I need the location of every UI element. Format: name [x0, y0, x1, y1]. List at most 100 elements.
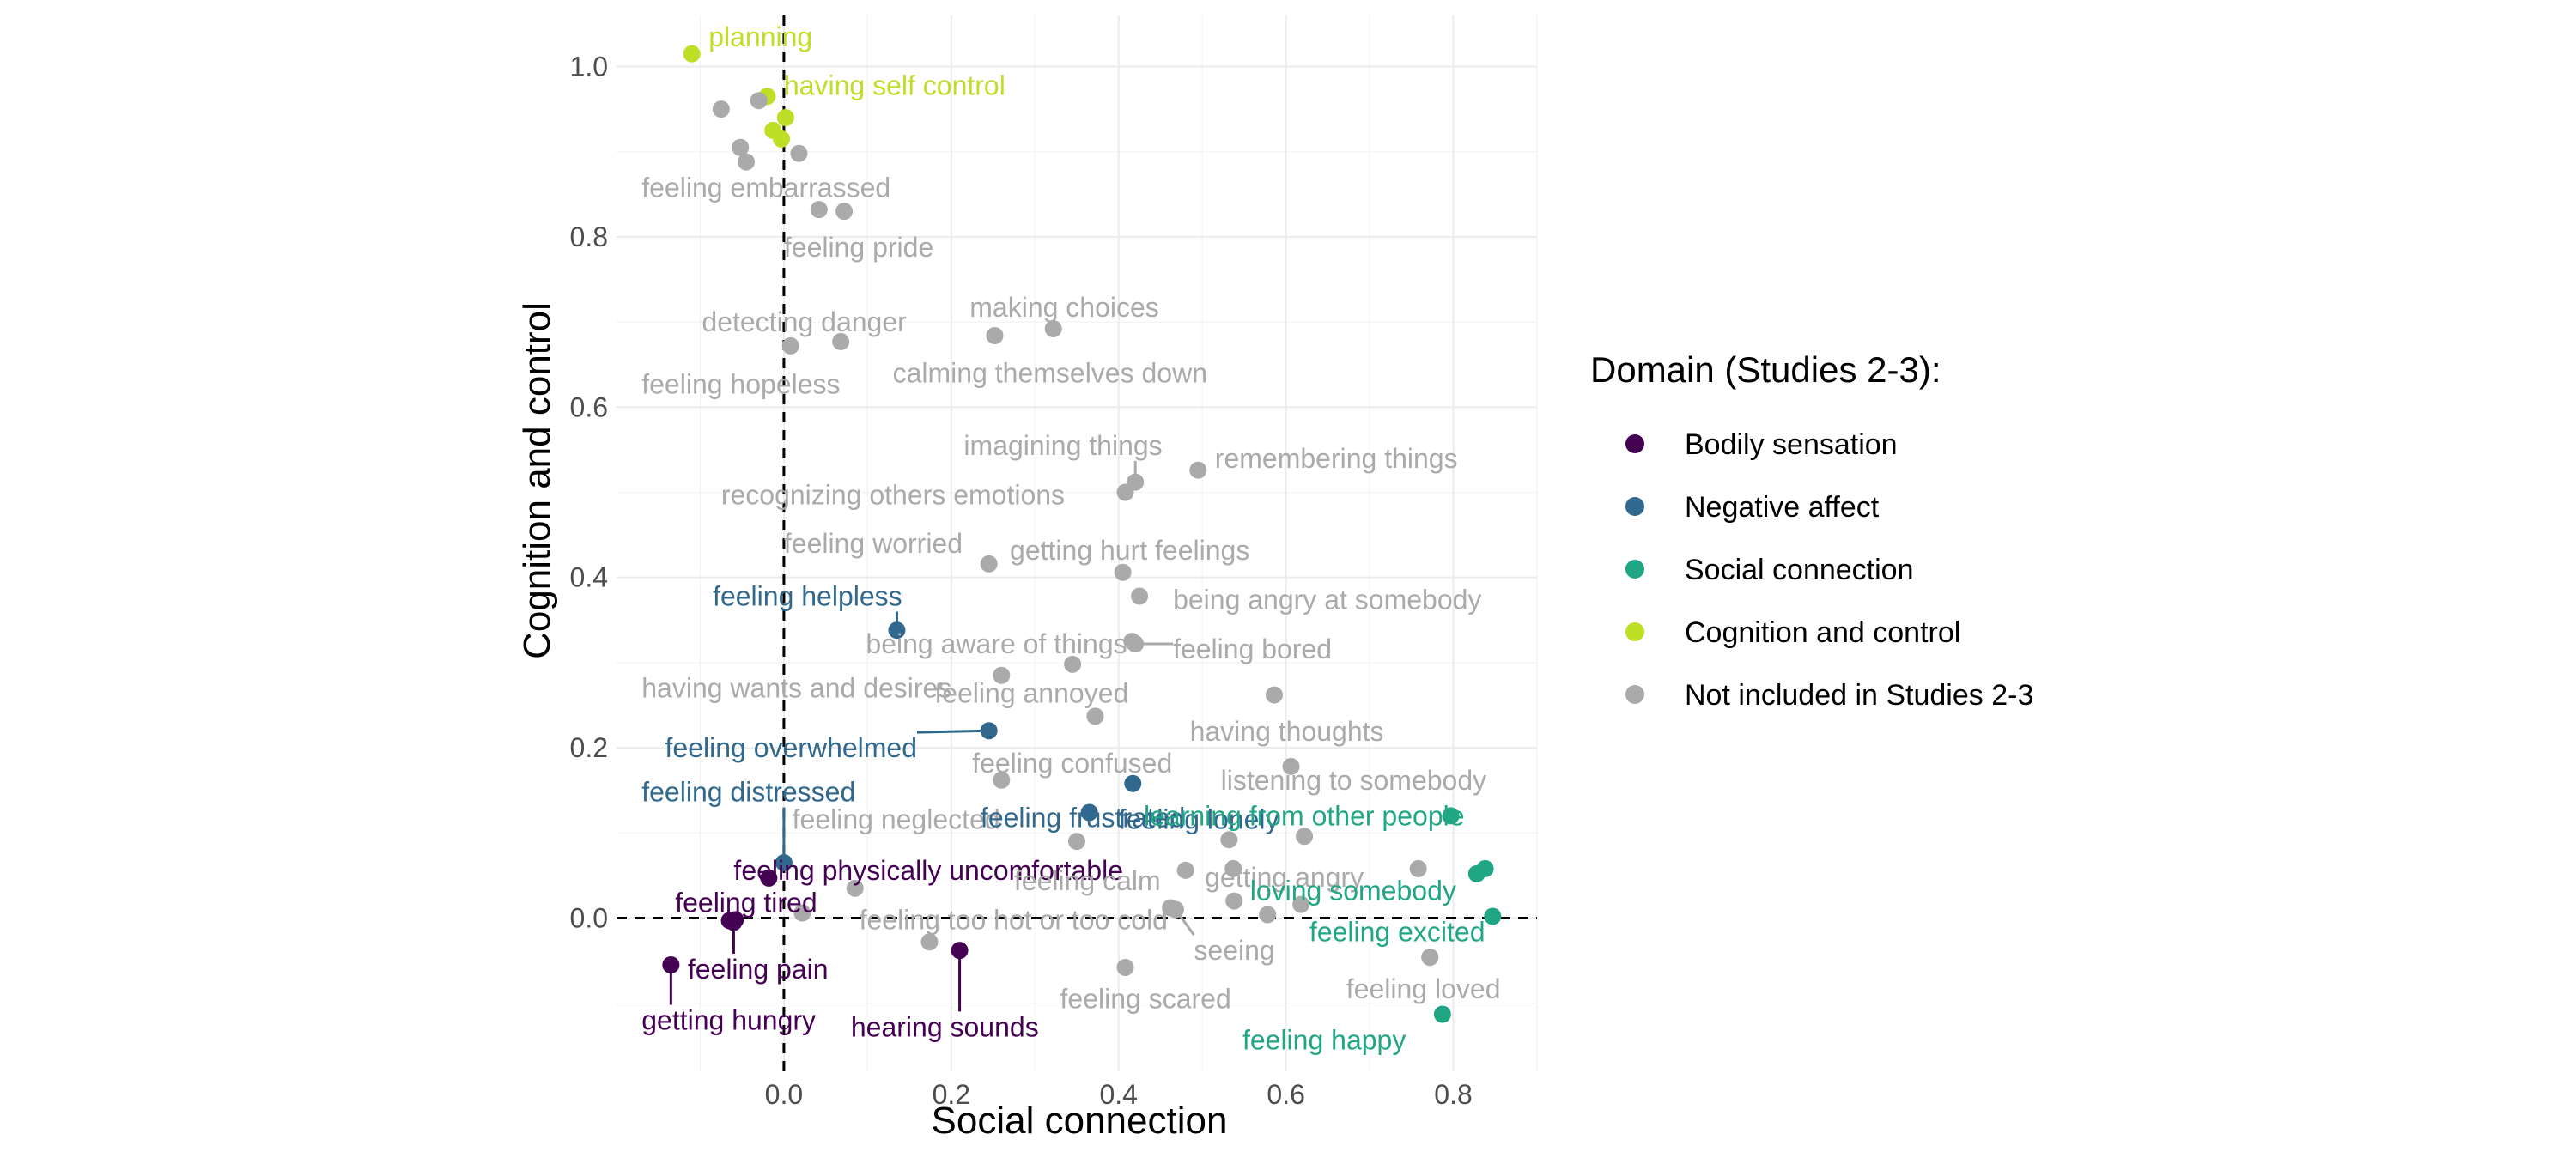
data-points — [662, 45, 1502, 1023]
legend-swatch — [1625, 622, 1644, 641]
point-label: calming themselves down — [893, 358, 1207, 389]
legend-label: Social connection — [1685, 554, 1914, 586]
data-point — [1265, 686, 1283, 704]
legend-label: Not included in Studies 2-3 — [1685, 679, 2033, 712]
data-point — [993, 771, 1011, 789]
point-label: having thoughts — [1190, 716, 1384, 747]
point-label: feeling too hot or too cold — [860, 904, 1168, 935]
data-point — [781, 336, 799, 355]
point-label: feeling bored — [1173, 634, 1332, 664]
data-point — [790, 144, 808, 162]
legend-swatch — [1625, 685, 1644, 704]
y-tick-label: 0.4 — [570, 562, 608, 593]
y-axis-title: Cognition and control — [516, 302, 558, 659]
data-point — [683, 45, 701, 63]
data-point — [738, 153, 756, 171]
x-tick-label: 0.2 — [933, 1079, 970, 1110]
data-point — [732, 138, 750, 156]
data-point — [832, 332, 850, 350]
y-tick-label: 0.8 — [570, 221, 608, 252]
data-point — [993, 666, 1011, 684]
x-tick-label: 0.8 — [1434, 1079, 1472, 1110]
legend-swatch — [1625, 560, 1644, 579]
point-label: planning — [708, 21, 812, 52]
legend-title: Domain (Studies 2-3): — [1590, 349, 1941, 390]
legend-entries: Bodily sensation Negative affect Social co… — [1625, 428, 2033, 712]
data-point — [760, 869, 778, 887]
data-point — [725, 913, 743, 931]
point-label: feeling happy — [1242, 1024, 1406, 1055]
data-point — [1124, 774, 1142, 792]
data-point — [1282, 757, 1300, 775]
x-axis-title: Social connection — [932, 1100, 1228, 1142]
point-label: feeling hopeless — [641, 369, 840, 400]
data-point — [920, 933, 939, 951]
x-tick-label: 0.6 — [1267, 1079, 1304, 1110]
legend: Domain (Studies 2-3): Bodily sensation Ne… — [1590, 349, 2033, 712]
data-point — [1421, 949, 1439, 967]
data-point — [750, 92, 768, 110]
x-tick-label: 0.4 — [1099, 1079, 1137, 1110]
point-labels: planning having self control feeling embar… — [641, 21, 1500, 1055]
data-point — [1220, 831, 1238, 849]
point-label: feeling helpless — [713, 581, 902, 612]
y-tick-label: 1.0 — [570, 52, 608, 82]
data-point — [1116, 483, 1134, 501]
point-label: feeling frustrated — [981, 802, 1185, 833]
data-point — [1409, 859, 1427, 877]
y-tick-label: 0.6 — [570, 391, 608, 422]
data-point — [776, 109, 794, 127]
point-label: feeling tired — [675, 888, 817, 919]
data-point — [846, 879, 864, 897]
data-point — [1433, 1005, 1451, 1023]
point-label: loving somebody — [1250, 876, 1456, 906]
point-label: feeling annoyed — [934, 678, 1128, 709]
point-label: feeling worried — [784, 528, 963, 559]
data-point — [1127, 635, 1145, 653]
data-point — [1131, 587, 1149, 605]
point-label: feeling calm — [1014, 865, 1161, 896]
point-label: detecting danger — [702, 306, 907, 337]
y-axis-ticks: 0.0 0.2 0.4 0.6 0.8 1.0 — [570, 52, 608, 934]
legend-swatch — [1625, 434, 1644, 453]
point-label: imagining things — [963, 430, 1162, 461]
y-tick-label: 0.0 — [570, 902, 608, 933]
x-tick-label: 0.0 — [765, 1079, 803, 1110]
point-label: feeling excited — [1309, 916, 1485, 947]
data-point — [986, 326, 1004, 344]
data-point — [1116, 958, 1134, 976]
legend-label: Cognition and control — [1685, 616, 1960, 649]
data-point — [1259, 906, 1277, 924]
data-point — [662, 956, 680, 974]
reference-lines — [617, 15, 1537, 1071]
data-point — [793, 904, 811, 922]
point-label: getting hungry — [641, 1004, 816, 1035]
data-point — [1442, 807, 1460, 825]
point-label: hearing sounds — [851, 1011, 1039, 1042]
data-point — [1068, 833, 1085, 851]
point-label: getting angry — [1205, 862, 1364, 893]
data-point — [1114, 563, 1132, 581]
data-point — [980, 722, 998, 740]
data-point — [775, 853, 793, 871]
point-label: remembering things — [1215, 443, 1458, 474]
data-point — [951, 942, 969, 960]
data-point — [888, 621, 906, 640]
data-point — [1176, 861, 1194, 879]
y-tick-label: 0.2 — [570, 732, 608, 763]
data-point — [1064, 655, 1082, 673]
data-point — [1044, 320, 1062, 338]
point-label: being angry at somebody — [1173, 584, 1481, 615]
point-label: feeling physically uncomfortable — [733, 855, 1123, 886]
point-label: feeling distressed — [641, 777, 855, 808]
data-point — [980, 555, 998, 573]
point-label: feeling pain — [688, 954, 829, 985]
data-point — [772, 130, 790, 148]
data-point — [835, 203, 854, 221]
point-label: making choices — [969, 292, 1159, 323]
point-label: feeling pride — [784, 232, 933, 263]
point-label: having self control — [784, 70, 1005, 100]
data-point — [1080, 803, 1098, 822]
point-label: being aware of things — [866, 628, 1127, 659]
